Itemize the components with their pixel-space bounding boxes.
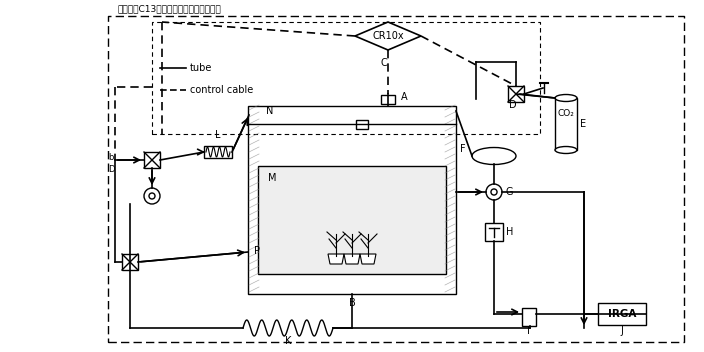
Text: control cable: control cable [190,85,253,95]
Text: B: B [348,298,356,308]
Bar [522,308,536,326]
Ellipse shape [472,147,516,164]
Text: M: M [268,173,277,183]
Bar [555,98,577,150]
Polygon shape [344,254,360,264]
Text: K: K [285,336,291,346]
Text: F: F [460,144,465,154]
Polygon shape [328,254,344,264]
Text: D: D [509,100,517,110]
Text: IRGA: IRGA [608,309,636,319]
Text: 福建水稼C13同位素标记秸秵技术的应用: 福建水稼C13同位素标记秸秵技术的应用 [118,4,222,13]
Bar [248,106,456,294]
Circle shape [149,193,155,199]
Bar [204,146,232,158]
Bar [258,166,446,274]
Text: C: C [381,58,387,68]
Text: P: P [254,246,260,256]
Text: H: H [506,227,513,237]
Text: G: G [506,187,513,197]
Ellipse shape [555,94,577,101]
Text: N: N [266,106,273,116]
Bar [508,86,524,102]
Text: D: D [108,164,115,174]
Text: A: A [401,92,408,102]
Text: CR10x: CR10x [372,31,404,41]
Text: tube: tube [190,63,213,73]
Ellipse shape [555,146,577,153]
Bar [144,152,160,168]
Bar [381,94,395,103]
Text: E: E [580,119,586,129]
Text: L: L [215,130,221,140]
Text: J: J [620,326,624,336]
Bar [356,119,368,128]
Bar [122,254,138,270]
Text: b: b [108,152,113,162]
Circle shape [144,188,160,204]
Bar [598,303,646,325]
Polygon shape [360,254,376,264]
Circle shape [491,189,497,195]
Text: CO₂: CO₂ [558,109,574,118]
Bar [485,223,503,241]
Polygon shape [355,22,421,50]
Circle shape [486,184,502,200]
Text: I: I [527,326,529,336]
